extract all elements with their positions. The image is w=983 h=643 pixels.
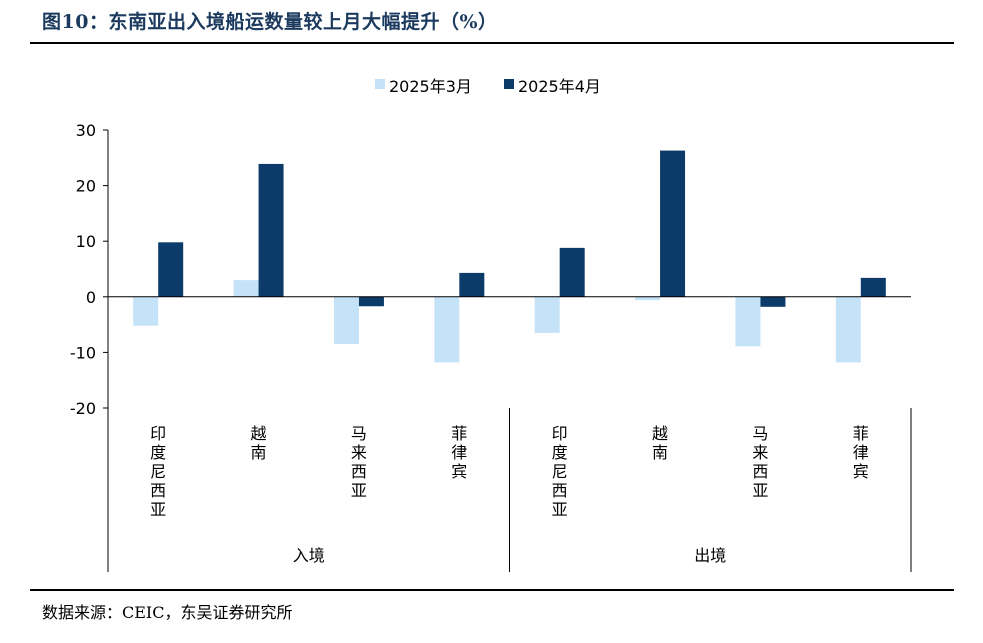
source-note: 数据来源：CEIC，东吴证券研究所 xyxy=(42,603,293,622)
x-category-label: 菲律宾 xyxy=(451,424,467,481)
figure-title: 图10：东南亚出入境船运数量较上月大幅提升（%） xyxy=(42,11,498,33)
y-tick-label: 20 xyxy=(76,177,96,196)
bar-series1-cat8 xyxy=(835,296,861,363)
bar-series1-cat4 xyxy=(434,296,460,363)
bar-series2-cat8 xyxy=(860,277,886,297)
bar-series2-cat5 xyxy=(559,247,585,297)
bar-series2-cat3 xyxy=(358,296,384,307)
bar-series1-cat2 xyxy=(233,280,259,297)
x-group-label: 入境 xyxy=(293,546,325,565)
y-tick-label: 30 xyxy=(76,121,96,140)
bar-series2-cat2 xyxy=(258,163,284,297)
legend-label-2: 2025年4月 xyxy=(518,77,601,96)
x-group-label: 出境 xyxy=(694,546,726,565)
bar-series1-cat3 xyxy=(333,296,359,345)
bar-chart: 2025年3月 2025年4月 30 20 10 0 -10 -20 印度尼西亚 越南 马来西亚… xyxy=(70,77,912,572)
bar-series2-cat6 xyxy=(660,150,686,297)
legend-label-1: 2025年3月 xyxy=(389,77,472,96)
bar-series1-cat6 xyxy=(635,296,661,301)
y-tick-label: 10 xyxy=(76,232,96,251)
x-category-label: 印度尼西亚 xyxy=(552,424,568,519)
y-tick-label: 0 xyxy=(86,288,96,307)
y-tick-label: -20 xyxy=(70,399,96,418)
x-category-label: 马来西亚 xyxy=(351,424,367,500)
top-rule xyxy=(30,42,954,44)
x-category-label: 马来西亚 xyxy=(752,424,768,500)
legend-swatch-1 xyxy=(375,79,385,89)
x-category-label: 印度尼西亚 xyxy=(150,424,166,519)
bar-series1-cat1 xyxy=(133,296,159,326)
x-category-label: 越南 xyxy=(251,424,267,462)
y-tick-label: -10 xyxy=(70,343,96,362)
bar-series1-cat7 xyxy=(735,296,761,347)
bar-series2-cat1 xyxy=(158,242,184,297)
x-category-label: 越南 xyxy=(652,424,668,462)
y-axis: 30 20 10 0 -10 -20 xyxy=(70,121,109,418)
bottom-rule xyxy=(30,589,954,591)
bars xyxy=(133,150,886,363)
x-category-label: 菲律宾 xyxy=(853,424,869,481)
chart-legend: 2025年3月 2025年4月 xyxy=(375,77,601,96)
legend-swatch-2 xyxy=(504,79,514,89)
bar-series2-cat4 xyxy=(459,272,485,297)
bar-series1-cat5 xyxy=(534,296,560,333)
bar-series2-cat7 xyxy=(760,296,786,307)
